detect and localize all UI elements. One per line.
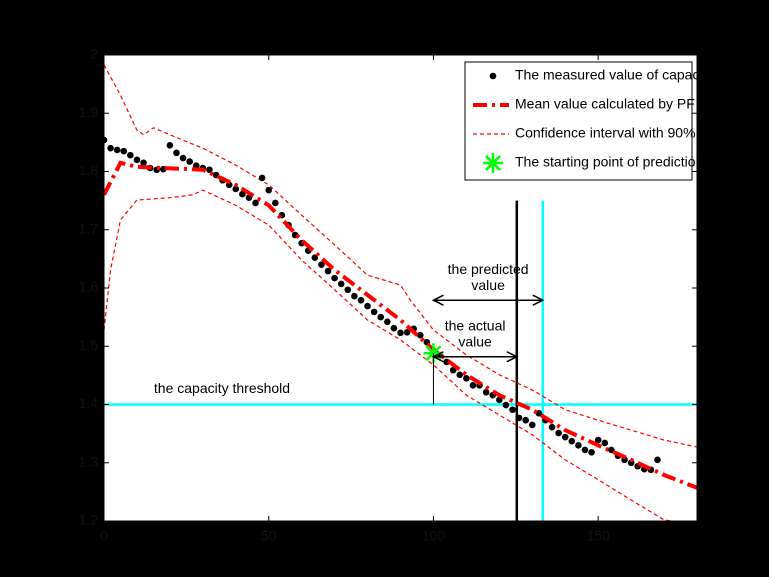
data-point (179, 154, 187, 162)
data-point (107, 144, 114, 152)
y-tick-label: 1.2 (79, 512, 99, 528)
data-point (258, 174, 266, 182)
data-point (502, 401, 510, 409)
x-tick-label: 0 (100, 528, 108, 544)
data-point (127, 151, 134, 159)
legend-label: Mean value calculated by PF (515, 96, 695, 112)
data-point (522, 416, 529, 424)
data-point (403, 328, 411, 336)
data-point (192, 162, 200, 169)
data-point (463, 374, 470, 382)
y-tick-label: 1.7 (79, 220, 99, 236)
data-point (344, 286, 352, 294)
data-point (390, 324, 398, 332)
series-line (104, 64, 697, 448)
data-point (608, 446, 615, 454)
data-point (561, 433, 569, 441)
data-point (515, 414, 523, 422)
data-point (601, 439, 609, 447)
legend-label: The measured value of capacity (515, 67, 713, 83)
legend-label: The starting point of prediction (515, 154, 703, 170)
data-point (654, 456, 661, 464)
data-point (351, 292, 358, 300)
data-point (509, 406, 516, 414)
data-point (443, 358, 450, 366)
data-point (272, 199, 279, 207)
data-point (416, 331, 424, 339)
data-point (232, 185, 240, 193)
data-point (575, 441, 582, 449)
data-point (239, 190, 246, 198)
data-point (265, 186, 273, 194)
data-point (357, 296, 365, 304)
axes-frame (103, 54, 698, 522)
data-point (568, 437, 576, 445)
data-point (324, 267, 332, 275)
data-point (496, 396, 503, 404)
data-point (397, 329, 404, 337)
y-tick-label: 1.9 (79, 104, 99, 120)
y-tick-label: 1.5 (79, 337, 99, 353)
overlay-layer: 1.2 1.3 1.4 1.5 1.6 1.7 1.8 1.9 2 0 50 100 150 the pr… (79, 46, 714, 544)
data-point (318, 261, 325, 269)
data-point (113, 146, 121, 154)
plot-layer (104, 64, 697, 521)
x-tick-label: 100 (422, 528, 446, 544)
data-point (337, 280, 345, 288)
y-tick-label: 1.8 (79, 162, 99, 178)
series-line (104, 160, 697, 490)
data-point (120, 147, 128, 155)
data-point (588, 448, 595, 456)
arrow-head (431, 294, 545, 306)
annotation-line: the actual (445, 317, 506, 333)
data-point (140, 159, 147, 167)
data-point (528, 421, 536, 429)
data-point (548, 423, 556, 431)
data-point (581, 446, 589, 454)
data-point (166, 141, 174, 149)
legend-label: Confidence interval with 90% (515, 125, 696, 141)
data-point (173, 149, 180, 157)
legend-swatch (489, 72, 497, 80)
annotation-line: value (471, 277, 505, 293)
y-tick-label: 1.4 (79, 395, 99, 411)
annotation-line: the predicted (448, 261, 529, 277)
y-tick-label: 2 (90, 46, 98, 62)
series-line (104, 189, 671, 521)
data-point (370, 308, 378, 316)
annotation-label: the predicted value (448, 261, 529, 293)
annotation-label: the actual value (445, 317, 506, 349)
x-tick-label: 150 (586, 528, 610, 544)
data-point (594, 436, 602, 444)
data-point (384, 318, 391, 326)
legend-swatch (483, 153, 503, 173)
data-point (482, 388, 490, 396)
legend-box (464, 61, 693, 181)
data-point (377, 313, 385, 321)
y-tick-label: 1.3 (79, 453, 99, 469)
annotation-line: value (458, 333, 492, 349)
data-point (133, 156, 141, 164)
data-point (456, 371, 464, 379)
threshold-label: the capacity threshold (154, 380, 290, 396)
data-point (469, 381, 477, 389)
data-point (186, 158, 193, 165)
data-point (104, 136, 108, 144)
y-tick-label: 1.6 (79, 279, 99, 295)
data-point (364, 302, 371, 310)
data-point (252, 199, 259, 207)
data-point (331, 274, 338, 282)
data-point (555, 429, 562, 437)
x-tick-label: 50 (261, 528, 277, 544)
